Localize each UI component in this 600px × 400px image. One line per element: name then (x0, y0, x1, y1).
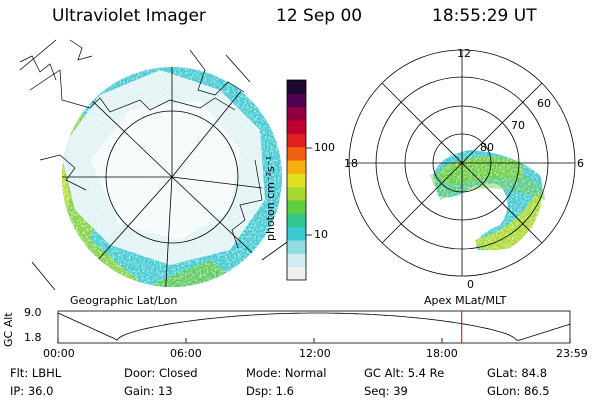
mlt-label-12: 12 (457, 47, 471, 60)
colorbar-segment (287, 146, 306, 161)
altitude-axis-label: GC Alt (2, 312, 15, 347)
altitude-tick-1-8: 1.8 (24, 331, 42, 344)
colorbar-segment (287, 200, 306, 214)
image-date: 12 Sep 00 (276, 6, 363, 26)
mlat-label-80: 80 (480, 141, 494, 154)
colorbar-segment (287, 106, 306, 121)
glat-info: GLat: 84.8 (487, 366, 548, 380)
filter-info: Flt: LBHL (10, 366, 62, 380)
mlt-label-0: 0 (467, 278, 474, 291)
colorbar-segment (287, 173, 306, 188)
sequence-info: Seq: 39 (364, 384, 408, 398)
gain-info: Gain: 13 (124, 384, 173, 398)
time-tick-0600: 06:00 (170, 347, 202, 360)
geographic-image (19, 39, 291, 291)
colorbar-tick-100: 100 (314, 141, 335, 154)
colorbar-segment (287, 93, 306, 108)
colorbar-tick-10: 10 (314, 228, 328, 241)
colorbar-segment (287, 240, 306, 254)
colorbar-segment (287, 120, 306, 134)
mlat-label-60: 60 (537, 97, 551, 110)
colorbar-segment (287, 80, 306, 94)
mlt-label-18: 18 (344, 157, 358, 170)
colorbar-segment (287, 213, 306, 228)
left-panel-caption: Geographic Lat/Lon (70, 294, 178, 307)
time-tick-1200: 12:00 (299, 347, 331, 360)
mlat-label-70: 70 (511, 119, 525, 132)
colorbar-segment (287, 160, 306, 174)
colorbar-segment (287, 253, 306, 268)
glon-info: GLon: 86.5 (487, 384, 550, 398)
colorbar-segment (287, 226, 306, 241)
mode-info: Mode: Normal (246, 366, 327, 380)
time-tick-0000: 00:00 (43, 347, 75, 360)
instrument-title: Ultraviolet Imager (52, 6, 206, 26)
time-tick-1800: 18:00 (426, 347, 458, 360)
colorbar-segment (287, 186, 306, 201)
altitude-plot (57, 310, 571, 344)
colorbar (286, 79, 312, 281)
colorbar-segment (287, 266, 306, 281)
altitude-tick-9: 9.0 (24, 306, 42, 319)
polar-plot (348, 49, 576, 277)
ip-info: IP: 36.0 (10, 384, 54, 398)
time-tick-2359: 23:59 (556, 347, 588, 360)
image-time: 18:55:29 UT (432, 6, 537, 26)
gc-altitude-info: GC Alt: 5.4 Re (364, 366, 445, 380)
door-info: Door: Closed (124, 366, 198, 380)
colorbar-unit-label: photon cm⁻²s⁻¹ (264, 155, 277, 241)
dsp-info: Dsp: 1.6 (246, 384, 294, 398)
colorbar-segment (287, 133, 306, 148)
right-panel-caption: Apex MLat/MLT (424, 294, 507, 307)
mlt-label-6: 6 (577, 157, 584, 170)
